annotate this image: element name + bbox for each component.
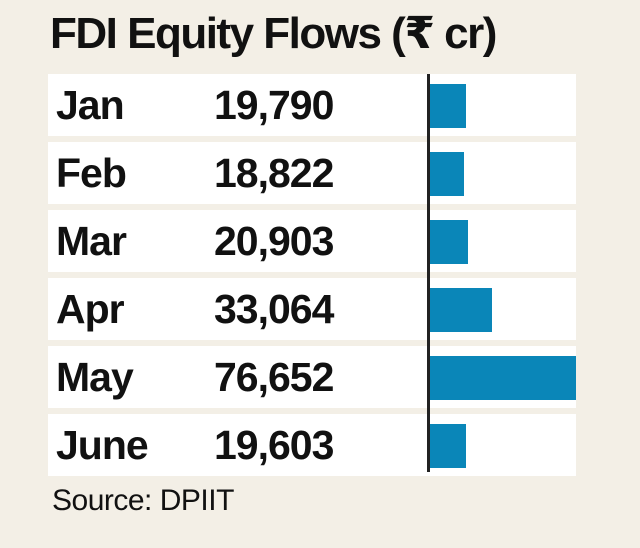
value-label: 33,064 [214,286,334,332]
bar-feb [428,152,464,196]
value-label: 19,603 [214,422,334,468]
bar-may [428,356,576,400]
bar-track [428,346,576,408]
row-june: June 19,603 [48,414,576,476]
value-label: 19,790 [214,82,334,128]
category-label: Mar [56,218,127,264]
bar-mar [428,220,468,264]
value-label: 76,652 [214,354,334,400]
value-label: 20,903 [214,218,334,264]
category-label: May [56,354,134,400]
chart-title: FDI Equity Flows (₹ cr) [50,9,497,58]
category-label: Feb [56,150,127,196]
category-label: Apr [56,286,125,332]
axis-line [427,74,430,472]
bar-june [428,424,466,468]
row-mar: Mar 20,903 [48,210,576,272]
bar-track [428,210,576,272]
bar-apr [428,288,492,332]
category-label: June [56,422,149,468]
row-may: May 76,652 [48,346,576,408]
bar-jan [428,84,466,128]
row-jan: Jan 19,790 [48,74,576,136]
row-feb: Feb 18,822 [48,142,576,204]
value-label: 18,822 [214,150,334,196]
bar-track [428,278,576,340]
category-label: Jan [56,82,125,128]
bar-track [428,414,576,476]
bar-track [428,74,576,136]
source-note: Source: DPIIT [52,484,234,517]
chart-rows: Jan 19,790 Feb 18,822 Mar 20,903 Apr 33,… [48,74,576,482]
row-apr: Apr 33,064 [48,278,576,340]
bar-track [428,142,576,204]
